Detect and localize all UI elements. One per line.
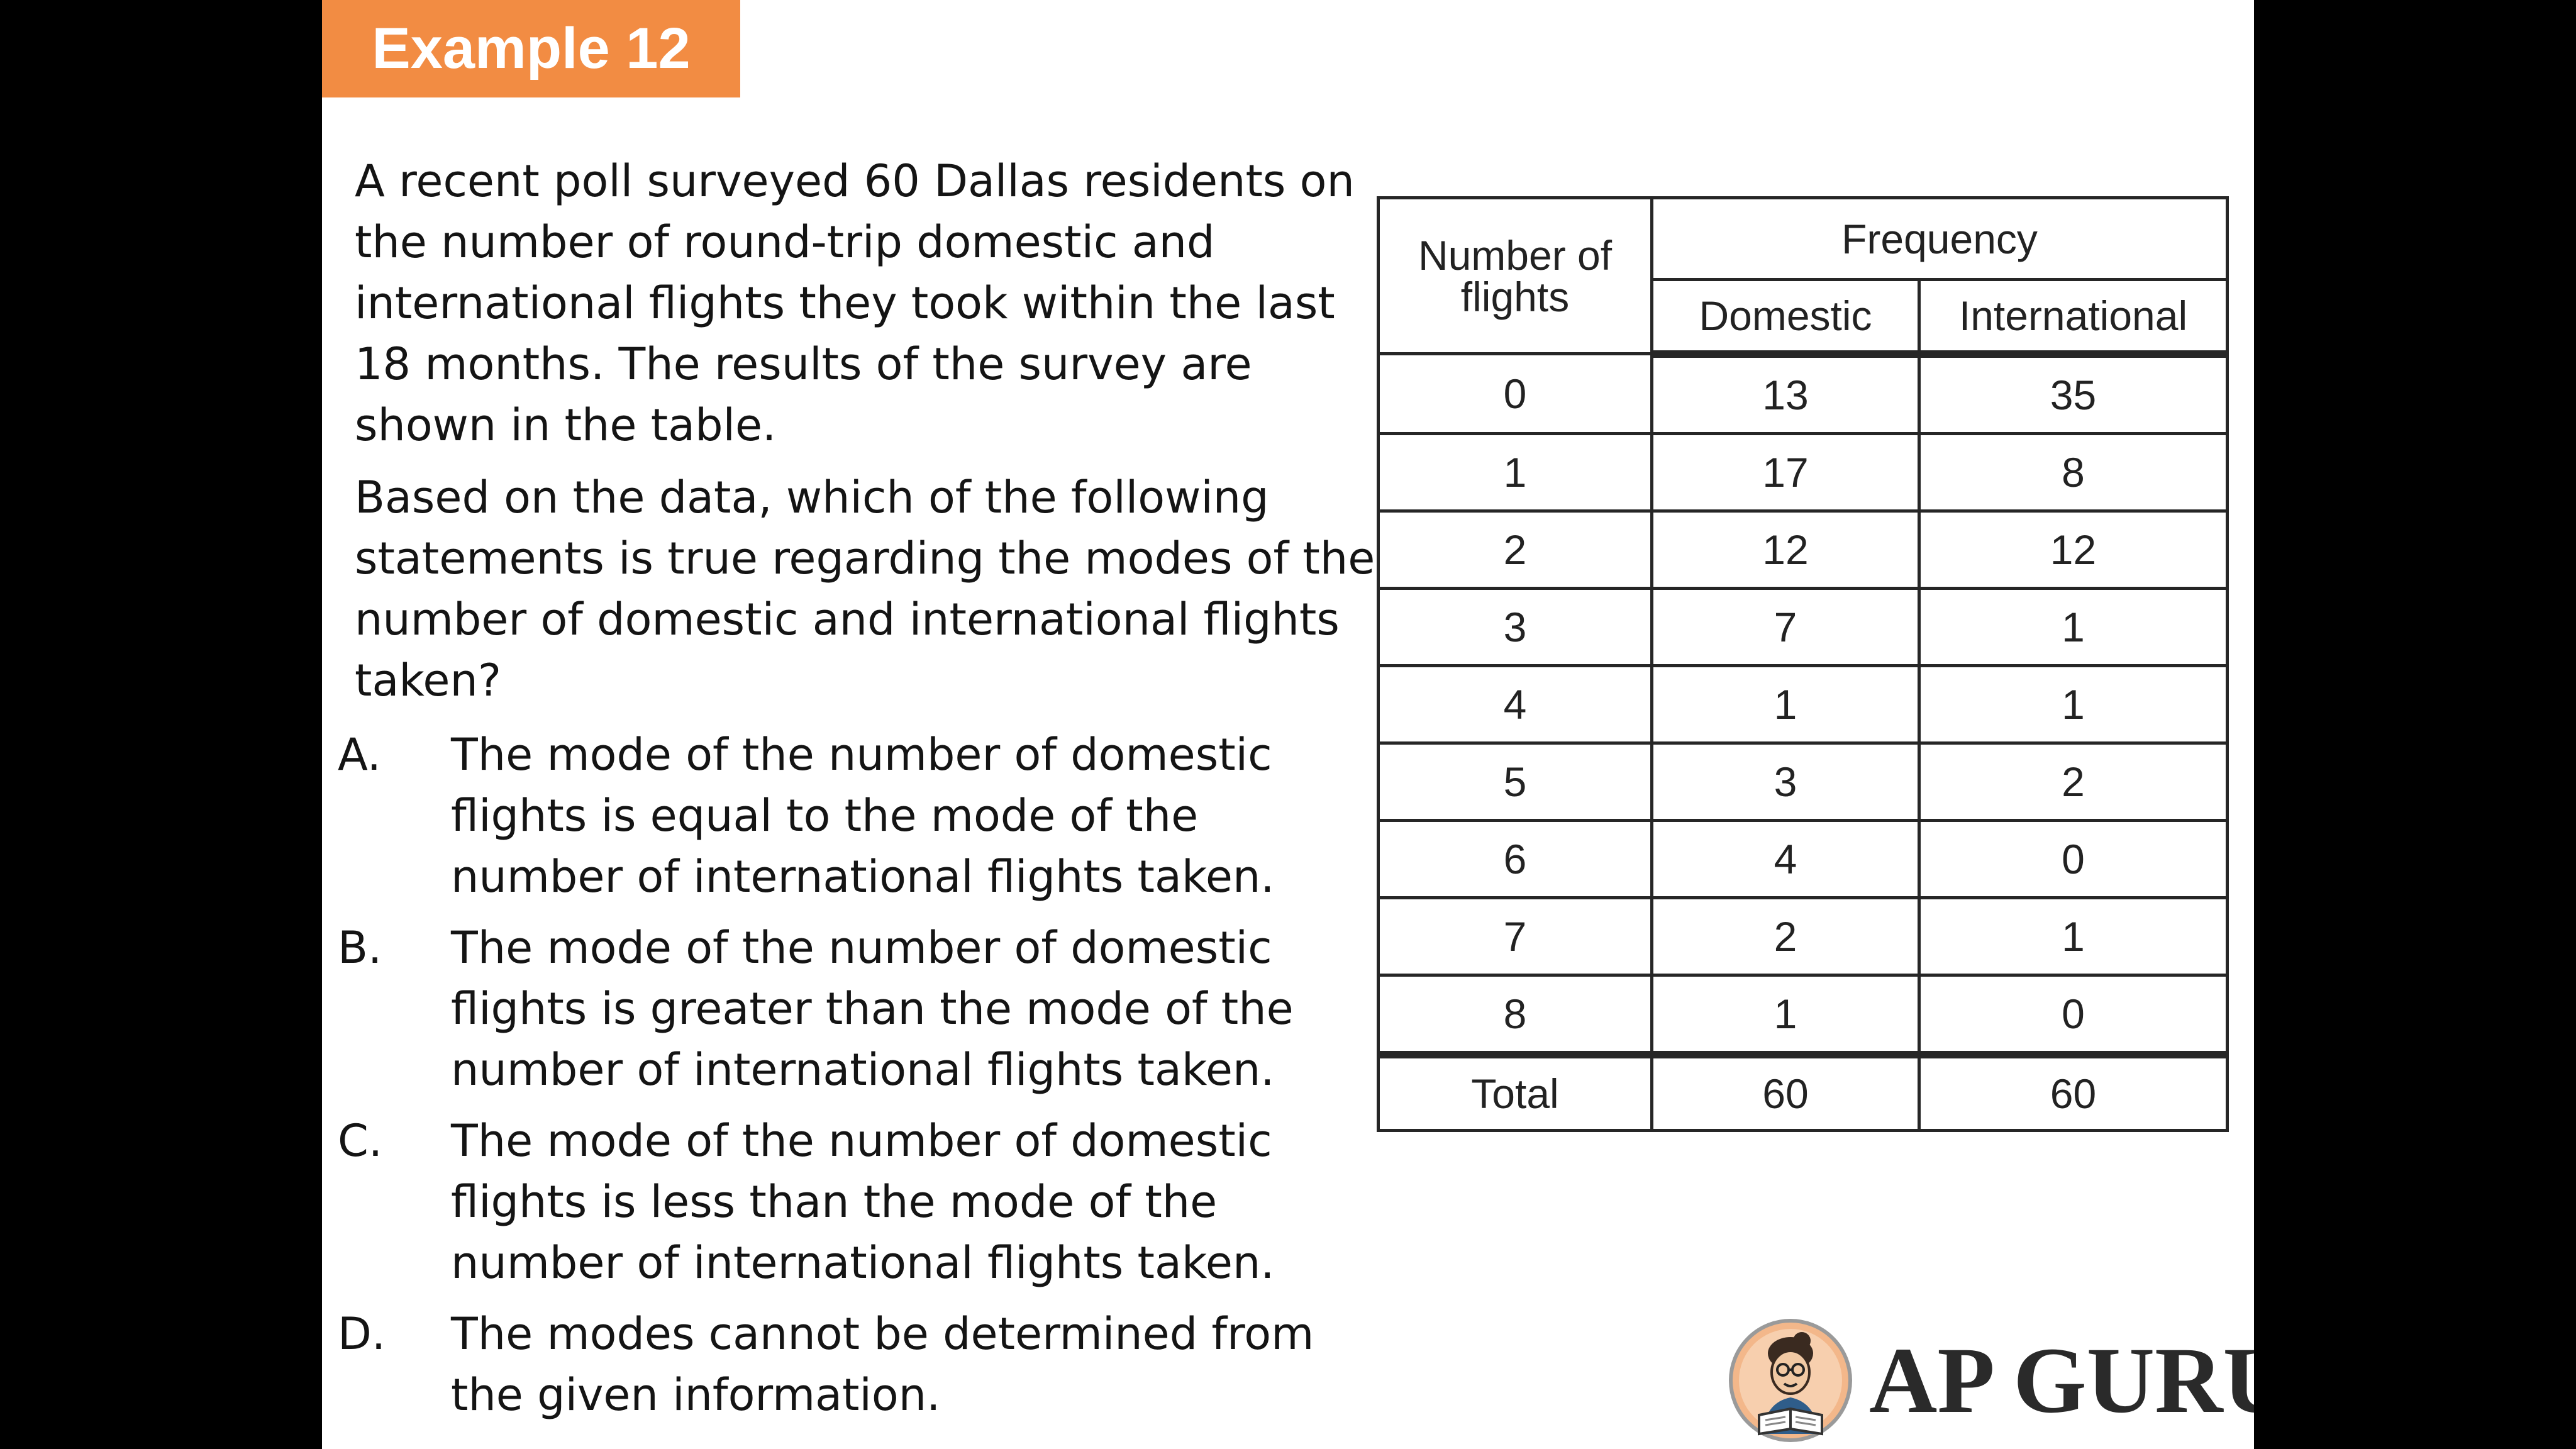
international-cell: 8 [1918, 431, 2229, 513]
flights-cell: 3 [1377, 586, 1653, 667]
international-cell: 0 [1918, 973, 2229, 1058]
question-text: A recent poll surveyed 60 Dallas residen… [355, 151, 1386, 711]
total-international: 60 [1918, 1053, 2229, 1132]
option-b[interactable]: B. The mode of the number of domestic fl… [338, 918, 1394, 1101]
reader-mascot-icon [1729, 1319, 1852, 1442]
table-row: 7 2 1 [1377, 896, 2229, 977]
domestic-cell: 17 [1650, 431, 1921, 513]
table-row: 8 1 0 [1377, 973, 2229, 1058]
domestic-cell: 1 [1650, 663, 1921, 745]
international-cell: 0 [1918, 818, 2229, 899]
option-d[interactable]: D. The modes cannot be determined from t… [338, 1304, 1394, 1426]
ap-guru-logo: AP GURU [1728, 1314, 2254, 1446]
total-row: Total 60 60 [1377, 1053, 2229, 1132]
domestic-header: Domestic [1650, 278, 1921, 358]
table-row: 3 7 1 [1377, 586, 2229, 667]
frequency-table: Number of flights Frequency Domestic Int… [1377, 196, 2229, 1132]
option-c[interactable]: C. The mode of the number of domestic fl… [338, 1111, 1394, 1294]
flights-cell: 8 [1377, 973, 1653, 1058]
table-row: 1 17 8 [1377, 431, 2229, 513]
domestic-cell: 2 [1650, 896, 1921, 977]
frequency-header: Frequency [1650, 196, 2229, 281]
option-text: The mode of the number of domestic fligh… [451, 729, 1275, 902]
table-row: 0 13 35 [1377, 352, 2229, 435]
domestic-cell: 4 [1650, 818, 1921, 899]
logo-text: AP GURU [1869, 1328, 2254, 1433]
option-letter: D. [338, 1308, 386, 1360]
flights-cell: 6 [1377, 818, 1653, 899]
table-row: 6 4 0 [1377, 818, 2229, 899]
domestic-cell: 3 [1650, 741, 1921, 822]
international-header: International [1918, 278, 2229, 358]
flights-cell: 1 [1377, 431, 1653, 513]
answer-options: A. The mode of the number of domestic fl… [338, 724, 1394, 1436]
international-cell: 1 [1918, 586, 2229, 667]
international-cell: 35 [1918, 352, 2229, 435]
option-letter: A. [338, 729, 381, 780]
international-cell: 12 [1918, 509, 2229, 590]
flights-cell: 0 [1377, 352, 1653, 435]
number-of-flights-header: Number of flights [1377, 196, 1653, 355]
option-letter: C. [338, 1115, 383, 1167]
flights-cell: 7 [1377, 896, 1653, 977]
option-text: The modes cannot be determined from the … [451, 1308, 1314, 1421]
table-row: 2 12 12 [1377, 509, 2229, 590]
international-cell: 1 [1918, 896, 2229, 977]
international-cell: 2 [1918, 741, 2229, 822]
flights-cell: 4 [1377, 663, 1653, 745]
option-a[interactable]: A. The mode of the number of domestic fl… [338, 724, 1394, 908]
total-label: Total [1377, 1053, 1653, 1132]
international-cell: 1 [1918, 663, 2229, 745]
domestic-cell: 1 [1650, 973, 1921, 1058]
example-tag: Example 12 [322, 0, 740, 97]
option-text: The mode of the number of domestic fligh… [451, 922, 1294, 1096]
table-row: 4 1 1 [1377, 663, 2229, 745]
domestic-cell: 7 [1650, 586, 1921, 667]
question-paragraph-1: A recent poll surveyed 60 Dallas residen… [355, 155, 1355, 451]
domestic-cell: 13 [1650, 352, 1921, 435]
total-domestic: 60 [1650, 1053, 1921, 1132]
domestic-cell: 12 [1650, 509, 1921, 590]
flights-cell: 5 [1377, 741, 1653, 822]
table-row: 5 3 2 [1377, 741, 2229, 822]
slide: Example 12 A recent poll surveyed 60 Dal… [322, 0, 2254, 1449]
option-text: The mode of the number of domestic fligh… [451, 1115, 1275, 1289]
flights-cell: 2 [1377, 509, 1653, 590]
question-paragraph-2: Based on the data, which of the followin… [355, 472, 1375, 706]
option-letter: B. [338, 922, 382, 974]
